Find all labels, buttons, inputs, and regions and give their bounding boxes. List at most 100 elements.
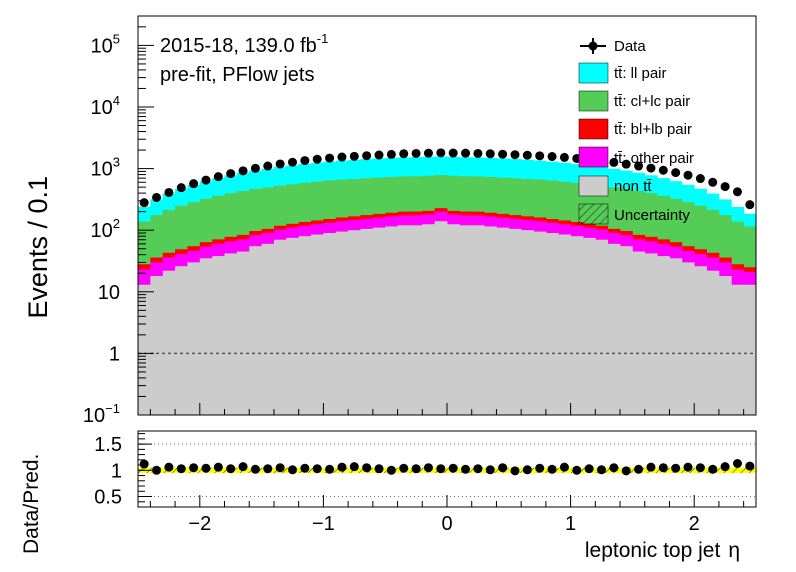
ratio-point [448, 463, 458, 473]
data-point [510, 150, 520, 160]
legend-label-ll: tt̄: ll pair [614, 65, 667, 82]
bar-nontt [644, 253, 658, 415]
stack-nontt [138, 221, 756, 415]
bar-nontt [570, 236, 584, 415]
ratio-panel: 0.5 1 1.5 −2 −1 0 1 2 [94, 430, 757, 535]
ratio-point [720, 462, 730, 472]
data-point [362, 151, 372, 161]
ratio-point [559, 462, 569, 472]
ratio-point [213, 462, 223, 472]
data-point [609, 157, 619, 167]
data-point [745, 200, 755, 210]
ratio-y-tick-label: 1.5 [94, 434, 122, 456]
data-point [139, 198, 149, 208]
data-point [312, 154, 322, 164]
data-point [300, 156, 310, 166]
bar-nontt [595, 239, 609, 415]
bar-nontt [533, 231, 547, 415]
annotation-selection: pre-fit, PFlow jets [160, 64, 314, 86]
ratio-point [189, 463, 199, 473]
bar-nontt [521, 230, 534, 415]
bar-nontt [607, 243, 621, 415]
data-point [720, 182, 730, 192]
ratio-point [597, 465, 606, 475]
main-y-axis: 10−1 1 10 102 103 104 105 [83, 15, 154, 427]
ratio-point [201, 463, 211, 473]
bar-nontt [657, 256, 670, 415]
bar-nontt [582, 237, 596, 415]
data-point [238, 166, 248, 176]
bar-nontt [422, 224, 436, 415]
bar-nontt [199, 258, 213, 415]
y-tick-label: 102 [91, 216, 120, 242]
ratio-point [337, 462, 347, 472]
data-point [423, 148, 433, 158]
bar-nontt [484, 226, 497, 415]
data-point [695, 174, 705, 184]
data-point [547, 152, 557, 162]
ratio-point [325, 464, 335, 474]
ratio-point [263, 464, 273, 474]
data-point [634, 161, 644, 171]
data-point [349, 151, 359, 161]
data-point [448, 148, 458, 158]
ratio-point [250, 464, 260, 474]
bar-nontt [187, 262, 201, 415]
bar-nontt [348, 230, 361, 415]
legend-label-nontt: non tt̄ [614, 178, 652, 195]
bar-nontt [508, 228, 522, 415]
bar-nontt [150, 276, 164, 415]
data-point [201, 175, 211, 185]
bar-nontt [335, 231, 349, 415]
bar-nontt [138, 284, 151, 415]
y-axis-label: Events / 0.1 [23, 176, 53, 319]
legend-entry-data: Data [580, 38, 646, 55]
main-panel: 10−1 1 10 102 103 104 105 [83, 15, 757, 427]
ratio-y-tick-label: 0.5 [94, 487, 122, 509]
ratio-point [386, 465, 396, 475]
ratio-point [226, 464, 236, 474]
bar-nontt [447, 224, 460, 415]
data-point [337, 152, 347, 162]
ratio-point [288, 465, 297, 475]
data-point [386, 149, 396, 159]
y-tick-label: 10−1 [83, 401, 120, 427]
bar-nontt [706, 270, 720, 415]
bar-nontt [718, 276, 732, 415]
annotation-lumi: 2015-18, 139.0 fb-1 [160, 31, 328, 57]
legend-label-other: tt̄: other pair [614, 150, 694, 167]
x-tick-label: −1 [312, 513, 335, 535]
data-point [658, 165, 668, 175]
data-point [671, 168, 681, 178]
data-point [250, 163, 260, 173]
ratio-point [584, 464, 594, 474]
data-point [522, 150, 532, 160]
ratio-point [745, 461, 755, 471]
data-point [176, 183, 186, 193]
data-point [152, 192, 162, 202]
data-point [473, 148, 483, 158]
ratio-y-axis: 0.5 1 1.5 [94, 433, 152, 509]
data-point [646, 163, 656, 173]
legend-label-bl: tt̄: bl+lb pair [614, 121, 692, 138]
bar-nontt [681, 262, 695, 415]
ratio-point [547, 464, 557, 474]
ratio-point [374, 464, 384, 474]
bar-nontt [224, 253, 238, 415]
ratio-point [683, 462, 693, 472]
data-point [288, 157, 297, 167]
data-point [213, 172, 223, 182]
bar-nontt [298, 236, 312, 415]
legend-label-data: Data [614, 38, 646, 55]
ratio-y-axis-label: Data/Pred. [20, 454, 43, 554]
x-axis-label: leptonic top jet η [585, 539, 740, 562]
data-point [399, 149, 409, 159]
bar-nontt [261, 243, 275, 415]
data-point [164, 187, 174, 197]
data-point [325, 153, 335, 163]
y-tick-label: 1 [109, 343, 120, 365]
data-point [226, 169, 236, 179]
ratio-point [646, 462, 656, 472]
bar-nontt [162, 270, 176, 415]
data-point [621, 159, 631, 169]
